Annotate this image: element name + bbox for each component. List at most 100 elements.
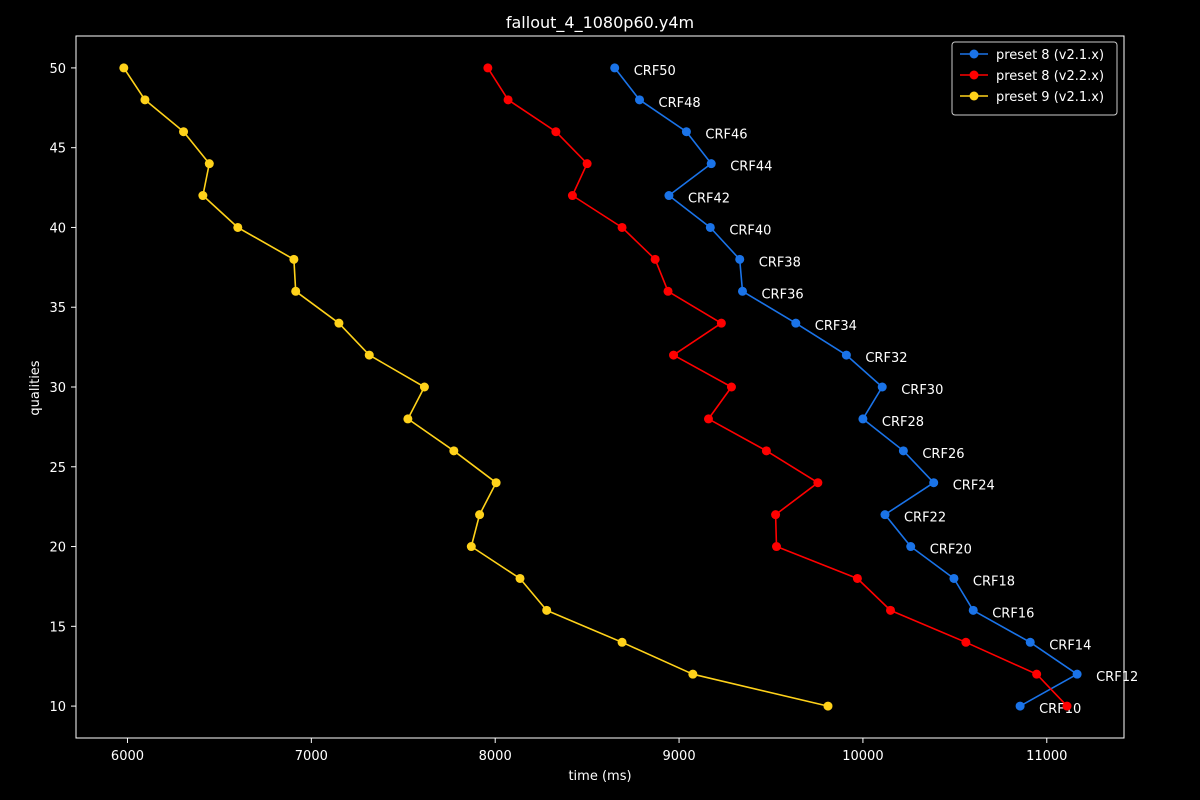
point-label: CRF32 [865,351,907,366]
y-tick-label: 25 [49,461,66,476]
data-point [706,159,716,169]
data-point [929,478,939,488]
data-point [1015,701,1025,711]
point-label: CRF34 [815,319,857,334]
point-label: CRF28 [882,415,924,430]
y-tick-label: 50 [49,62,66,77]
legend: preset 8 (v2.1.x) preset 8 (v2.2.x) preset… [951,41,1118,116]
x-tick-label: 8000 [479,749,512,764]
data-point [703,414,713,424]
legend-box [951,41,1118,116]
data-point [761,446,771,456]
legend-item-2: preset 8 (v2.2.x) [960,69,1104,84]
data-point [419,382,429,392]
point-label: CRF44 [730,160,772,175]
data-point [813,478,823,488]
point-label: CRF48 [659,96,701,111]
point-label: CRF20 [930,543,972,558]
data-point [669,350,679,360]
data-point [791,318,801,328]
data-point [841,350,851,360]
legend-label: preset 8 (v2.2.x) [996,69,1104,84]
series-2 [483,63,1072,711]
data-point [1072,669,1082,679]
point-label: CRF42 [688,192,730,207]
point-label: CRF36 [761,287,803,302]
data-point [140,95,150,105]
data-point [449,446,459,456]
data-point [610,63,620,73]
legend-label: preset 8 (v2.1.x) [996,48,1104,63]
data-point [466,542,476,552]
point-label: CRF50 [634,64,676,79]
data-point [491,478,501,488]
legend-item-1: preset 8 (v2.1.x) [960,48,1104,63]
data-point [949,573,959,583]
data-point [204,159,214,169]
data-point [906,542,916,552]
data-point [716,318,726,328]
data-point [582,159,592,169]
x-tick-label: 11000 [1026,749,1067,764]
data-point [961,637,971,647]
y-tick-label: 15 [49,620,66,635]
data-point [119,63,129,73]
data-point [726,382,736,392]
data-point [858,414,868,424]
data-point [617,222,627,232]
point-label: CRF16 [992,606,1034,621]
data-point [663,286,673,296]
data-point [233,222,243,232]
point-label: CRF24 [953,479,995,494]
point-label: CRF10 [1039,702,1081,717]
data-point [551,127,561,137]
point-label: CRF40 [729,223,771,238]
x-tick-label: 7000 [295,749,328,764]
x-axis-label: time (ms) [568,769,631,784]
data-point [688,669,698,679]
data-point [291,286,301,296]
data-point [880,510,890,520]
y-tick-label: 10 [49,700,66,715]
data-point [503,95,513,105]
data-point [823,701,833,711]
data-point [1025,637,1035,647]
data-point [650,254,660,264]
data-point [617,637,627,647]
series-3 [119,63,833,711]
data-point [968,605,978,615]
legend-marker [969,49,979,59]
point-label: CRF46 [705,128,747,143]
data-point [515,573,525,583]
data-point [475,510,485,520]
data-point [289,254,299,264]
data-point [1062,701,1072,711]
data-point [403,414,413,424]
point-label: CRF22 [904,511,946,526]
series-layer: CRF50 CRF48 CRF46 CRF44 CRF42 CRF40 CRF38 CRF36… [119,63,1138,717]
y-tick-label: 20 [49,541,66,556]
legend-label: preset 9 (v2.1.x) [996,90,1104,105]
data-point [364,350,374,360]
data-point [483,63,493,73]
data-point [198,191,208,201]
y-axis-label: qualities [28,360,43,415]
y-tick-label: 30 [49,381,66,396]
data-point [771,510,781,520]
y-tick-label: 35 [49,301,66,316]
data-point [898,446,908,456]
point-label: CRF38 [759,255,801,270]
data-point [664,191,674,201]
data-point [877,382,887,392]
data-point [737,286,747,296]
axes: 6000 7000 8000 9000 10000 11000 10 15 20 25 30 35 40… [49,35,1125,764]
point-label: CRF14 [1049,638,1091,653]
data-point [542,605,552,615]
x-tick-label: 9000 [663,749,696,764]
legend-marker [969,91,979,101]
data-point [885,605,895,615]
series-1: CRF50 CRF48 CRF46 CRF44 CRF42 CRF40 CRF38 CRF36… [610,63,1138,717]
data-point [635,95,645,105]
